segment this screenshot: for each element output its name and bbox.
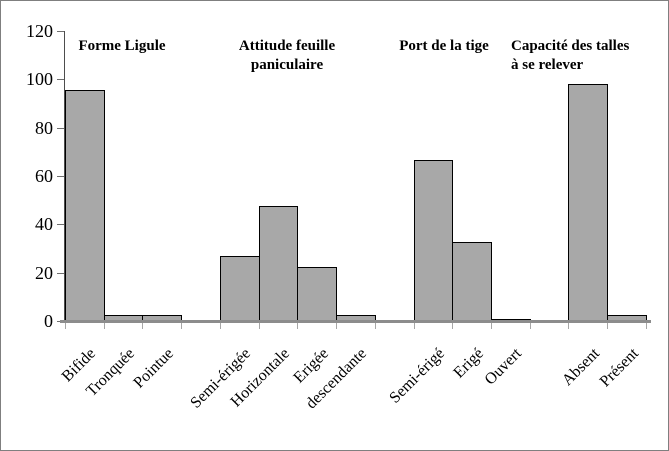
x-axis-tick xyxy=(413,322,415,329)
x-axis-tick xyxy=(452,322,454,329)
y-axis-tick-label: 40 xyxy=(35,214,53,235)
bar xyxy=(258,206,299,321)
group-title: Capacité des talles xyxy=(511,38,630,54)
y-axis-line xyxy=(64,31,65,322)
x-axis-tick xyxy=(568,322,570,329)
group-title: Attitude feuille xyxy=(238,38,336,54)
x-axis-tick xyxy=(219,322,221,329)
bar xyxy=(491,318,531,321)
bar xyxy=(607,314,647,321)
y-axis-tick xyxy=(57,127,64,129)
x-axis-tick xyxy=(607,322,609,329)
group-title: à se relever xyxy=(511,57,584,73)
bar xyxy=(65,90,105,321)
bar xyxy=(413,160,454,321)
bar xyxy=(219,255,260,321)
y-axis-tick-label: 20 xyxy=(35,262,53,283)
x-axis-tick xyxy=(65,322,66,329)
x-axis-tick xyxy=(529,322,531,329)
y-axis-tick-label: 60 xyxy=(35,166,53,186)
y-axis-tick xyxy=(57,31,64,32)
y-axis-tick-label: 80 xyxy=(35,117,53,138)
x-axis-line xyxy=(60,320,651,323)
x-axis-tick xyxy=(374,322,376,329)
bar xyxy=(297,266,338,321)
x-axis-tick xyxy=(297,322,299,329)
bar xyxy=(142,314,183,321)
bar xyxy=(336,314,376,321)
y-axis-tick-label: 0 xyxy=(44,311,53,331)
x-axis-tick xyxy=(142,322,144,329)
y-axis-tick xyxy=(57,79,64,81)
y-axis-tick xyxy=(57,224,64,226)
group-title: paniculaire xyxy=(250,57,324,73)
bar xyxy=(452,242,493,321)
x-axis-tick xyxy=(181,322,183,329)
x-axis-tick xyxy=(336,322,338,329)
x-axis-tick xyxy=(103,322,105,329)
x-axis-tick xyxy=(645,322,647,329)
x-axis-tick xyxy=(491,322,493,329)
y-axis-tick-label: 120 xyxy=(26,21,53,41)
y-axis-tick xyxy=(57,272,64,274)
y-axis-tick-label: 100 xyxy=(26,69,53,90)
group-title: Forme Ligule xyxy=(78,38,166,54)
group-title: Port de la tige xyxy=(399,38,489,54)
bar xyxy=(568,84,609,321)
x-axis-tick xyxy=(258,322,260,329)
y-axis-tick xyxy=(57,176,64,177)
